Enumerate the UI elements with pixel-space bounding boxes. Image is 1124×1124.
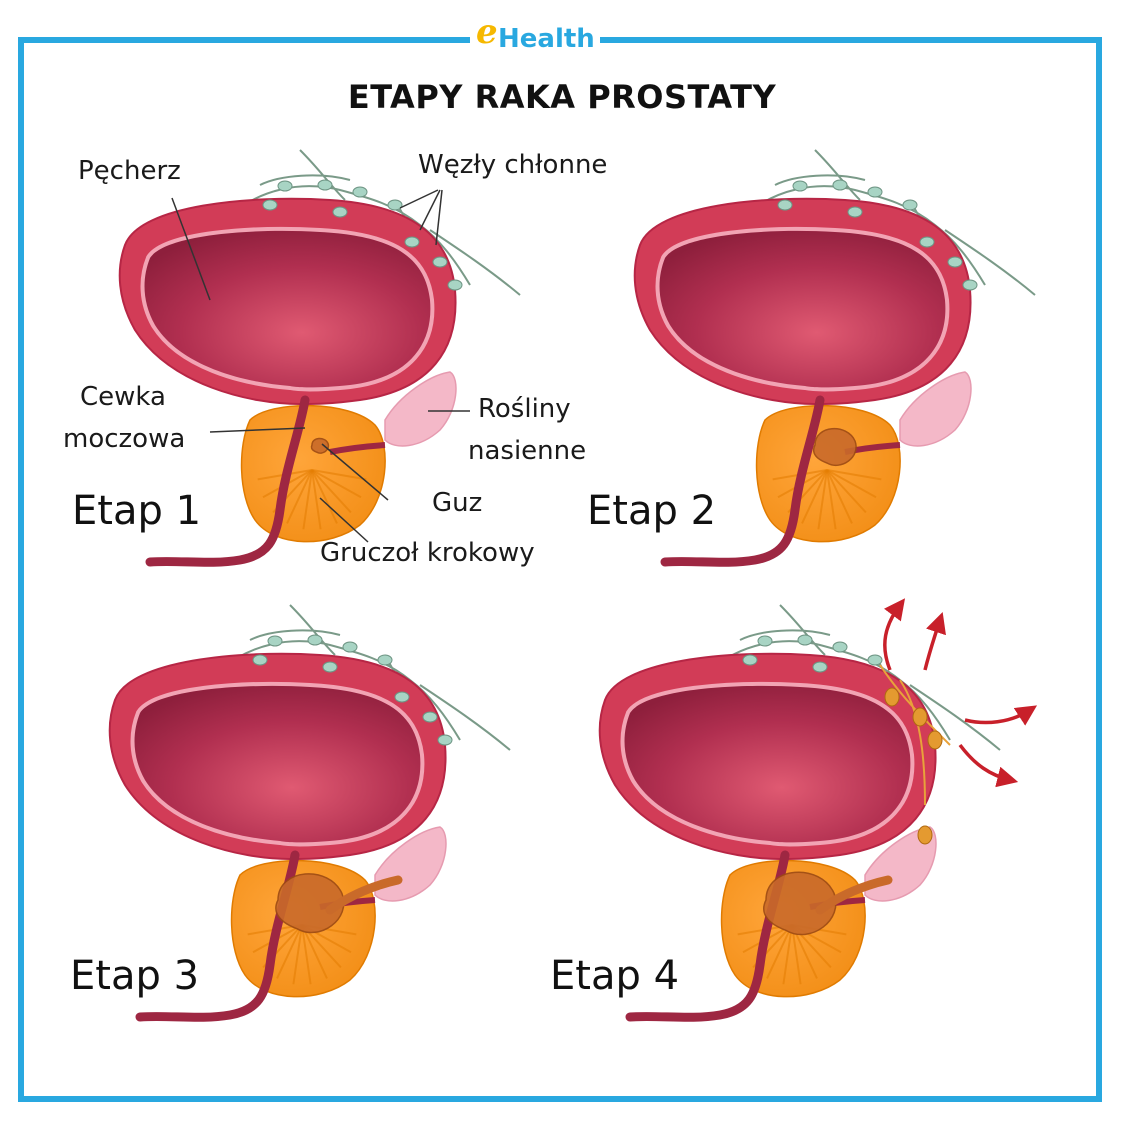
lymph-node — [832, 641, 848, 653]
lymph-node — [902, 199, 918, 211]
lymph-node — [847, 206, 863, 218]
metastasis-arrow — [964, 705, 1038, 726]
lymph-node — [352, 186, 368, 198]
urethra-pointer — [209, 427, 306, 433]
bladder-cavity — [144, 230, 431, 388]
lymph-node — [777, 199, 793, 211]
affected-node — [912, 707, 928, 727]
lymph-node — [792, 180, 808, 192]
logo-mark: e — [476, 12, 498, 52]
stage-3-label: Etap 3 — [70, 953, 200, 999]
stage-3-illustration — [108, 604, 511, 1022]
tumor-extension — [325, 875, 403, 915]
bladder-cavity — [659, 230, 946, 388]
lymph-node — [387, 199, 403, 211]
lymph-node — [252, 654, 268, 666]
lymph-node — [342, 641, 358, 653]
lymph-node — [797, 634, 813, 646]
urethra-label-line2: moczowa — [63, 424, 186, 454]
lymph-node — [432, 256, 448, 268]
stage-1-label: Etap 1 — [72, 488, 202, 534]
lymph-node — [262, 199, 278, 211]
seminal-label-line1: Rośliny — [478, 394, 571, 424]
stage-4-label: Etap 4 — [550, 953, 680, 999]
lymph-pointer-1 — [399, 189, 439, 209]
lymph-node — [307, 634, 323, 646]
tumor-extension — [815, 875, 893, 915]
lymph-node — [422, 711, 438, 723]
metastasis-arrow — [958, 743, 1019, 788]
metastasis-arrow — [883, 598, 906, 671]
lymph-node — [332, 206, 348, 218]
lymph-pointer-3 — [435, 189, 443, 246]
tumor-pointer — [321, 443, 389, 501]
bladder-pointer — [171, 197, 211, 301]
page-title: ETAPY RAKA PROSTATY — [347, 78, 777, 116]
lymph-node — [317, 179, 333, 191]
affected-node — [917, 825, 933, 845]
urethra-label-line1: Cewka — [80, 382, 166, 412]
lymph-node — [867, 186, 883, 198]
prostate-pointer — [319, 497, 369, 543]
lymph-node — [267, 635, 283, 647]
lymph-node — [867, 654, 883, 666]
lymph-node — [832, 179, 848, 191]
lymph-node — [962, 279, 978, 291]
seminal-vesicle — [384, 371, 457, 447]
lymph-node — [742, 654, 758, 666]
lymph-node — [404, 236, 420, 248]
tumor-label: Guz — [432, 488, 483, 518]
urethra — [145, 395, 310, 567]
lymph-node — [919, 236, 935, 248]
tumor — [275, 873, 345, 934]
bladder-cavity — [134, 685, 421, 843]
tumor — [310, 437, 330, 454]
tumor — [763, 871, 837, 936]
seminal-vesicle — [899, 371, 972, 447]
tumor — [812, 427, 857, 466]
label-pointers — [171, 189, 470, 543]
urethra — [660, 395, 825, 567]
metastasis-arrow — [923, 612, 946, 671]
lymph-node — [947, 256, 963, 268]
stage-2-label: Etap 2 — [587, 488, 717, 534]
prostate-label: Gruczoł krokowy — [320, 538, 535, 568]
affected-node — [884, 687, 900, 707]
lymph-node — [757, 635, 773, 647]
lymph-nodes-label: Węzły chłonne — [418, 150, 608, 180]
lymph-node — [377, 654, 393, 666]
bladder-label: Pęcherz — [78, 156, 181, 186]
lymph-node — [437, 734, 453, 746]
lymph-node — [447, 279, 463, 291]
lymph-node — [322, 661, 338, 673]
stage-2-illustration — [633, 149, 1036, 567]
stage-1-illustration — [118, 149, 521, 567]
ehealth-logo: e Health — [470, 12, 600, 58]
lymph-pointer-2 — [419, 189, 441, 231]
logo-text: Health — [498, 24, 595, 54]
bladder-cavity — [624, 685, 911, 843]
ejaculatory-duct — [329, 442, 386, 455]
seminal-label-line2: nasienne — [468, 436, 587, 466]
lymph-node — [812, 661, 828, 673]
lymph-node — [277, 180, 293, 192]
stage-4-illustration — [598, 598, 1038, 1022]
affected-node — [927, 730, 943, 750]
lymph-node — [394, 691, 410, 703]
